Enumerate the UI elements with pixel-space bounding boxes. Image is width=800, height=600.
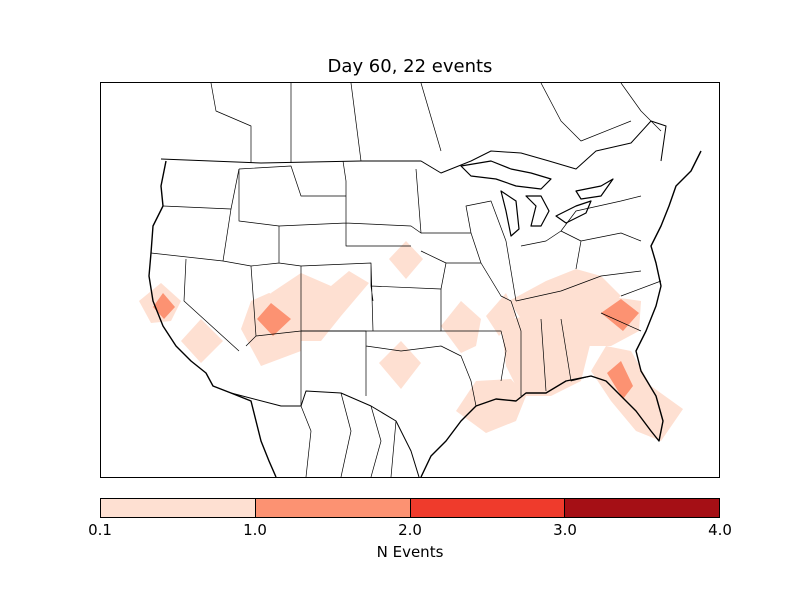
colorbar-bin-2: [254, 499, 410, 517]
geography-outlines: [148, 83, 702, 477]
canada-province-lines: [210, 83, 662, 163]
event-region-texas-panhandle: [379, 341, 421, 389]
colorbar-tick: 2.0: [398, 521, 422, 539]
event-region-arkansas: [441, 301, 481, 353]
mexico-state-lines: [300, 392, 397, 477]
gulf-coastline: [420, 150, 702, 477]
colorbar-label: N Events: [376, 543, 444, 561]
event-region-south-carolina: [601, 299, 639, 331]
us-coastline: [148, 160, 277, 477]
event-region-southern-utah: [257, 303, 291, 336]
colorbar-tick: 1.0: [243, 521, 267, 539]
event-region-central-florida: [607, 361, 633, 399]
great-lakes: [460, 160, 614, 237]
map-area: [100, 82, 720, 478]
colorbar-bin-3: [409, 499, 565, 517]
colorbar-bin-4: [564, 499, 719, 517]
event-region-southern-california: [181, 319, 223, 363]
event-region-florida: [591, 346, 683, 441]
colorbar-bin-1: [101, 499, 255, 517]
event-region-bay-area: [153, 293, 175, 319]
event-region-louisiana: [456, 379, 526, 433]
colorbar-tick: 0.1: [88, 521, 112, 539]
event-region-mississippi-alabama: [501, 313, 591, 396]
canada-us-border: [160, 120, 667, 174]
colorbar: [100, 498, 720, 518]
us-state-lines: [150, 160, 662, 407]
event-density-layer: [139, 241, 683, 441]
map-title: Day 60, 22 events: [327, 56, 493, 77]
colorbar-tick: 4.0: [708, 521, 732, 539]
colorbar-tick: 3.0: [553, 521, 577, 539]
event-region-nebraska: [389, 241, 423, 279]
event-region-ozarks: [486, 293, 516, 336]
event-region-colorado: [271, 271, 369, 341]
